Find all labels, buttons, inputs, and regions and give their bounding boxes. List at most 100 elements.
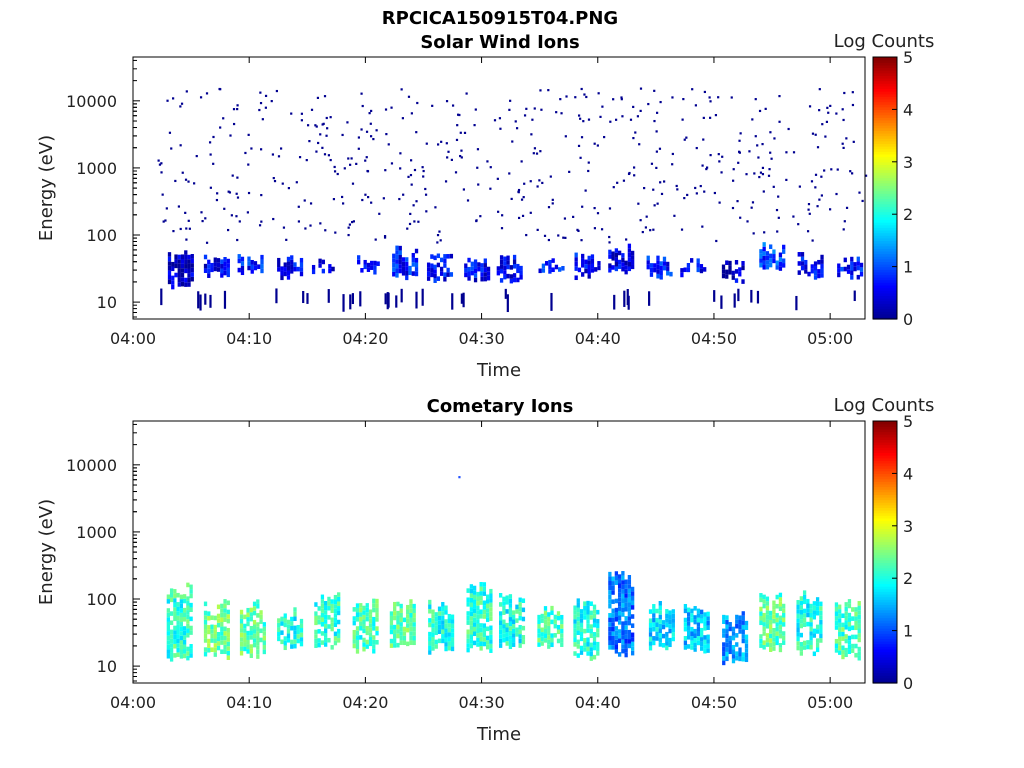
data-cell [486,266,491,272]
data-cell [187,268,191,274]
data-cell [363,264,367,270]
data-cell [576,602,580,608]
data-cell [365,130,369,133]
data-cell [444,623,448,629]
colorbar-segment [873,449,897,454]
data-cell [257,264,261,269]
data-cell [180,263,185,269]
data-cell [838,604,842,610]
data-cell [286,265,291,271]
data-cell [370,265,374,270]
data-cell [668,615,672,620]
data-cell [375,640,379,645]
data-cell [440,140,443,143]
data-cell [171,284,175,290]
data-cell [630,605,635,610]
data-cell [406,614,410,619]
data-cell [327,154,331,157]
data-cell [209,153,212,156]
data-cell [834,602,839,607]
data-cell [207,629,211,635]
data-cell [362,614,366,620]
data-cell [593,206,596,210]
data-cell [430,263,434,269]
data-cell [320,640,325,645]
data-cell [368,636,373,642]
data-cell [483,267,487,273]
data-cell [408,270,412,276]
data-cell [811,239,814,242]
data-cell [696,608,701,614]
data-cell [182,607,187,613]
data-cell [236,238,239,242]
colorbar-segment [873,148,897,152]
data-cell [643,186,646,190]
data-cell [189,648,193,654]
data-cell [256,645,260,650]
data-cell [592,613,597,619]
data-cell [632,105,635,109]
data-cell [283,262,287,268]
data-cell [272,176,275,180]
data-cell [659,270,663,276]
data-cell [537,628,541,634]
data-cell [337,606,341,611]
data-cell [416,101,419,105]
plot-frame-solar-wind [132,56,866,320]
data-cell [328,264,332,269]
data-cell [769,619,773,625]
colorbar-segment [873,515,897,519]
data-cell [735,642,739,647]
colorbar-segment [873,263,897,268]
data-cell [189,584,193,590]
data-cell [167,252,172,257]
colorbar-segment [873,114,897,118]
data-cell [186,610,190,615]
colorbar-tick-label: 0 [903,674,913,693]
data-cell [690,617,694,623]
data-cell [239,609,244,615]
data-cell [630,586,635,592]
data-cell [630,591,635,596]
data-cell [469,639,474,644]
colorbar-segment [873,544,897,548]
data-cell [680,268,684,273]
data-cell [717,153,720,156]
data-cell [782,635,786,641]
data-cell [669,271,673,277]
data-cell [165,207,168,210]
data-cell [531,118,534,121]
data-cell [525,233,528,237]
colorbar-segment [873,486,897,490]
data-cell [611,626,615,632]
data-cell [161,193,164,196]
data-cell [592,654,597,660]
data-cell [360,128,363,131]
colorbar-segment [873,109,897,113]
data-cell [390,106,393,109]
data-cell [636,115,640,118]
data-cell [762,631,766,636]
data-cell [815,642,820,648]
data-cell [617,638,622,643]
data-cell [167,261,172,266]
data-cell [658,619,662,624]
data-cell [352,607,356,612]
data-cell [659,261,663,266]
data-cell [550,610,554,616]
data-cell [426,276,431,281]
data-cell [835,192,838,196]
data-cell [465,92,468,95]
colorbar-segment [873,174,897,179]
data-cell [283,636,287,641]
data-cell [476,601,480,606]
data-cell [223,266,227,271]
data-cell [460,156,463,159]
data-cell [444,605,448,611]
data-cell [732,179,735,182]
data-cell [647,102,650,106]
data-cell [428,622,432,628]
colorbar-segment [873,117,897,121]
data-cell [543,606,548,611]
data-cell [772,627,776,633]
